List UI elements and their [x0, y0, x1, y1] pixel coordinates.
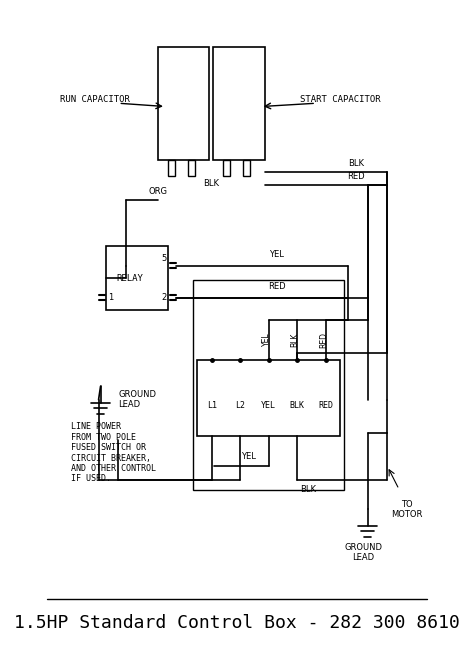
Text: YEL: YEL — [261, 401, 276, 410]
Bar — [213, 47, 264, 160]
Text: RELAY: RELAY — [116, 274, 143, 282]
Bar — [188, 160, 195, 176]
Text: GROUND
LEAD: GROUND LEAD — [345, 543, 383, 563]
Text: RED: RED — [347, 172, 365, 181]
Text: RED: RED — [268, 282, 285, 291]
Text: BLK: BLK — [300, 485, 316, 494]
Text: 1: 1 — [108, 293, 113, 302]
Text: RUN CAPACITOR: RUN CAPACITOR — [60, 95, 129, 105]
Text: LINE POWER
FROM TWO POLE
FUSED SWITCH OR
CIRCUIT BREAKER,
AND OTHER CONTROL
IF U: LINE POWER FROM TWO POLE FUSED SWITCH OR… — [71, 422, 156, 484]
Text: L1: L1 — [207, 401, 217, 410]
Text: RED: RED — [319, 332, 328, 348]
Bar — [168, 160, 175, 176]
Text: BLK: BLK — [203, 178, 219, 188]
Text: BLK: BLK — [291, 332, 300, 347]
Text: BLK: BLK — [290, 401, 305, 410]
Text: 5: 5 — [161, 254, 166, 263]
Text: L2: L2 — [235, 401, 245, 410]
Text: 1.5HP Standard Control Box - 282 300 8610: 1.5HP Standard Control Box - 282 300 861… — [14, 613, 460, 632]
Bar — [223, 160, 230, 176]
Text: 2: 2 — [161, 293, 166, 302]
Text: GROUND
LEAD: GROUND LEAD — [118, 390, 156, 410]
Text: YEL: YEL — [262, 333, 271, 346]
Text: START CAPACITOR: START CAPACITOR — [300, 95, 380, 105]
Text: YEL: YEL — [241, 452, 256, 461]
Text: BLK: BLK — [347, 159, 364, 168]
Bar — [243, 160, 250, 176]
Bar — [158, 47, 210, 160]
Bar — [107, 246, 168, 310]
Text: TO
MOTOR: TO MOTOR — [392, 500, 423, 519]
Text: ORG: ORG — [148, 186, 167, 196]
Bar — [198, 360, 340, 436]
Text: YEL: YEL — [269, 250, 284, 259]
Text: RED: RED — [318, 401, 333, 410]
Bar — [193, 280, 344, 490]
